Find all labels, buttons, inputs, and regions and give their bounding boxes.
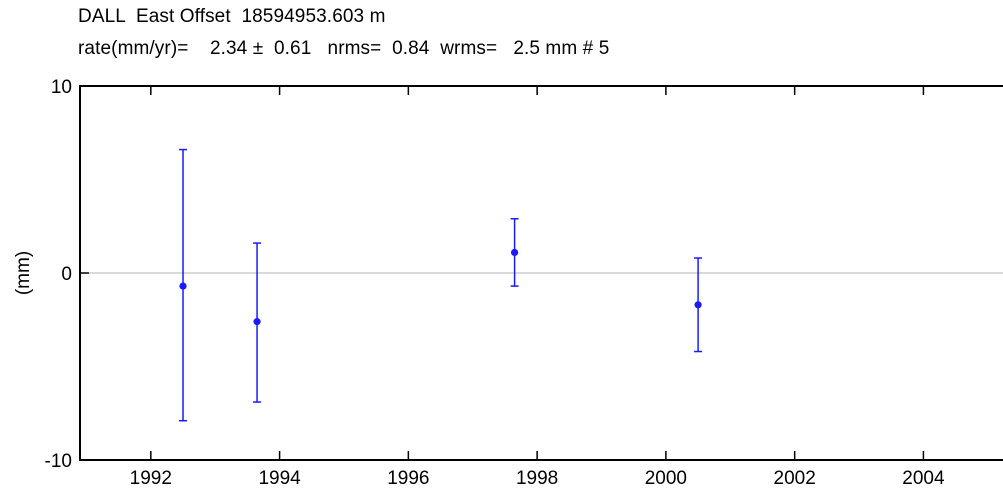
data-marks (179, 148, 703, 422)
y-tick-label: -10 (45, 451, 72, 472)
x-tick-label: 1998 (516, 468, 558, 488)
chart-title: DALL East Offset 18594953.603 m (78, 6, 386, 27)
x-tick-label: 2004 (902, 468, 945, 488)
data-point-1 (179, 148, 188, 422)
x-tick-label: 1992 (130, 468, 172, 488)
data-marker (179, 282, 187, 290)
x-tick-label: 1996 (387, 468, 429, 488)
x-tick-label: 2002 (774, 468, 816, 488)
chart-stats-line: rate(mm/yr)= 2.34 ± 0.61 nrms= 0.84 wrms… (78, 38, 610, 59)
x-tick-label: 2000 (645, 468, 687, 488)
axes: 1992 1994 1996 1998 2000 2002 2004 -10 0 10 (45, 77, 945, 488)
x-tick-label: 1994 (258, 468, 301, 488)
data-point-2 (253, 242, 262, 403)
y-axis-label: (mm) (13, 251, 34, 295)
data-marker (694, 301, 702, 309)
data-point-4 (694, 257, 703, 353)
data-marker (510, 248, 519, 257)
y-tick-label: 10 (51, 77, 72, 98)
data-marker (253, 318, 261, 326)
data-point-3 (510, 218, 519, 287)
y-tick-label: 0 (61, 264, 72, 285)
